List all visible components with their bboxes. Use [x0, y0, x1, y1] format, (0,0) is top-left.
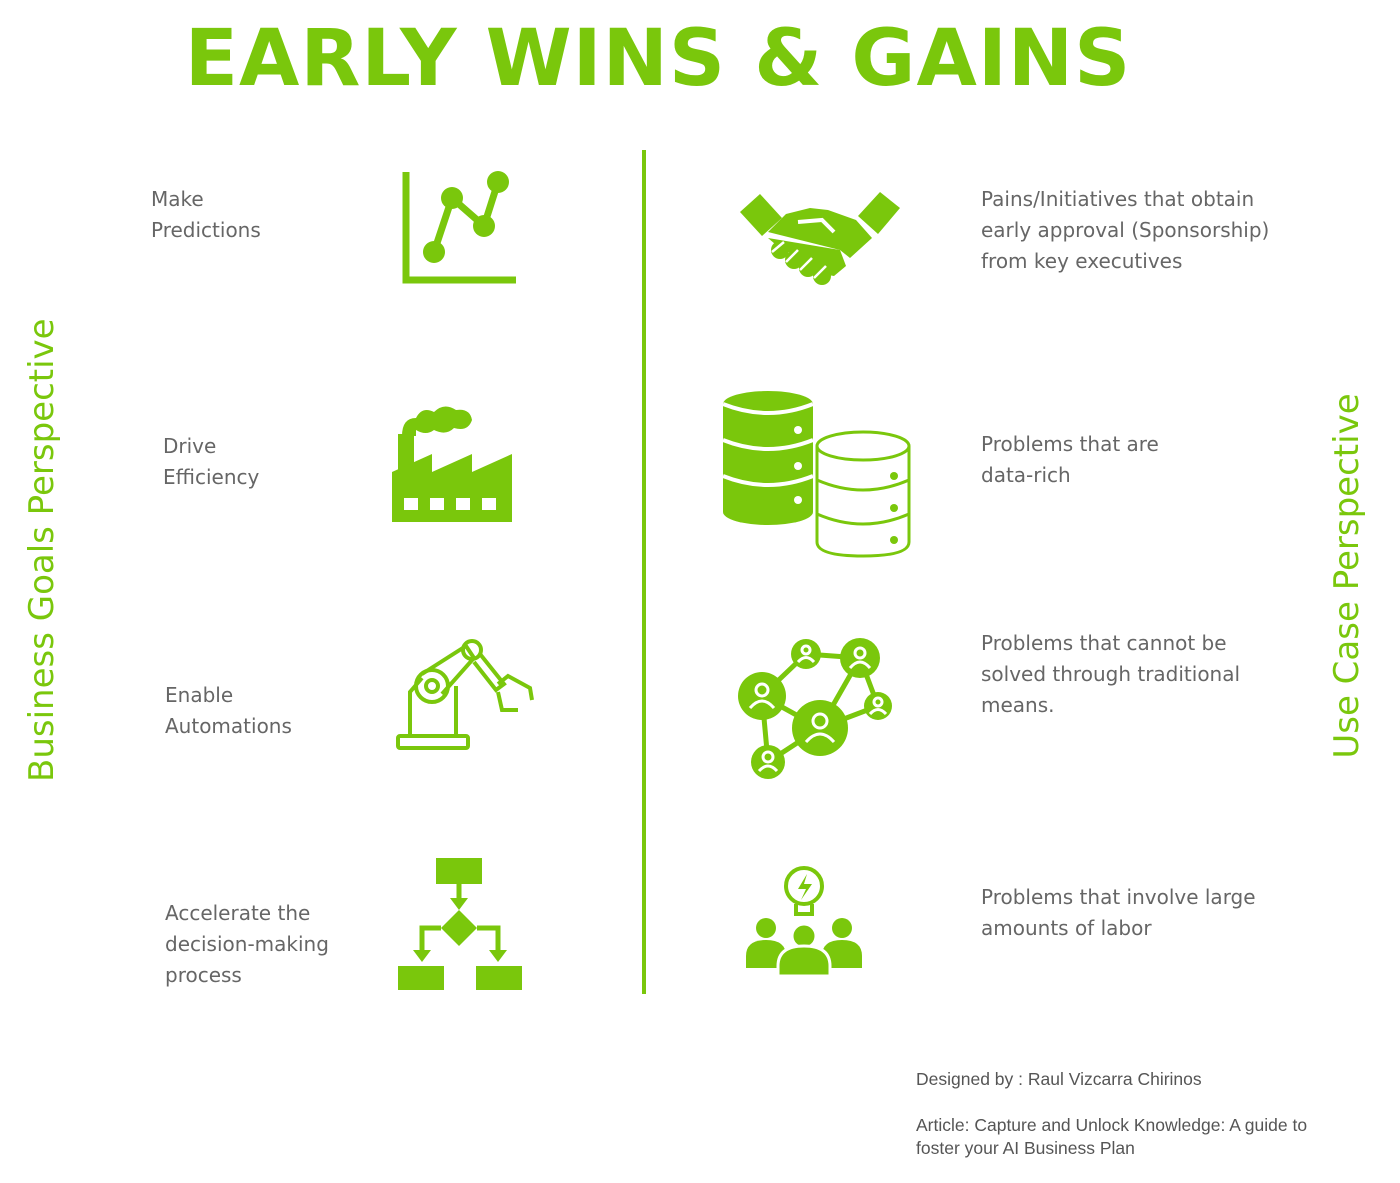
item-enable-automations: Enable Automations [165, 683, 292, 738]
flowchart-icon [398, 858, 524, 990]
center-divider [642, 150, 646, 994]
handshake-icon [738, 188, 902, 288]
footer-designed-by: Designed by : Raul Vizcarra Chirinos [916, 1069, 1202, 1089]
item-early-approval: Pains/Initiatives that obtain early appr… [981, 187, 1270, 273]
factory-icon [390, 402, 520, 524]
line-chart-icon [400, 168, 520, 284]
side-label-business-goals: Business Goals Perspective [22, 318, 62, 782]
database-icon [722, 390, 914, 560]
team-idea-icon [744, 862, 864, 978]
item-drive-efficiency: Drive Efficiency [163, 434, 260, 489]
item-large-labor: Problems that involve large amounts of l… [981, 885, 1256, 940]
item-data-rich: Problems that are data-rich [981, 432, 1159, 487]
people-network-icon [736, 636, 892, 780]
robotic-arm-icon [394, 639, 536, 752]
side-label-use-case: Use Case Perspective [1327, 393, 1367, 759]
page-title: EARLY WINS & GAINS [184, 14, 1132, 104]
footer-credits: Designed by : Raul Vizcarra Chirinos Art… [916, 1045, 1307, 1183]
footer-article: Article: Capture and Unlock Knowledge: A… [916, 1115, 1308, 1158]
item-non-traditional: Problems that cannot be solved through t… [981, 631, 1241, 717]
item-accelerate-decisions: Accelerate the decision-making process [165, 901, 329, 987]
item-make-predictions: Make Predictions [151, 187, 261, 242]
